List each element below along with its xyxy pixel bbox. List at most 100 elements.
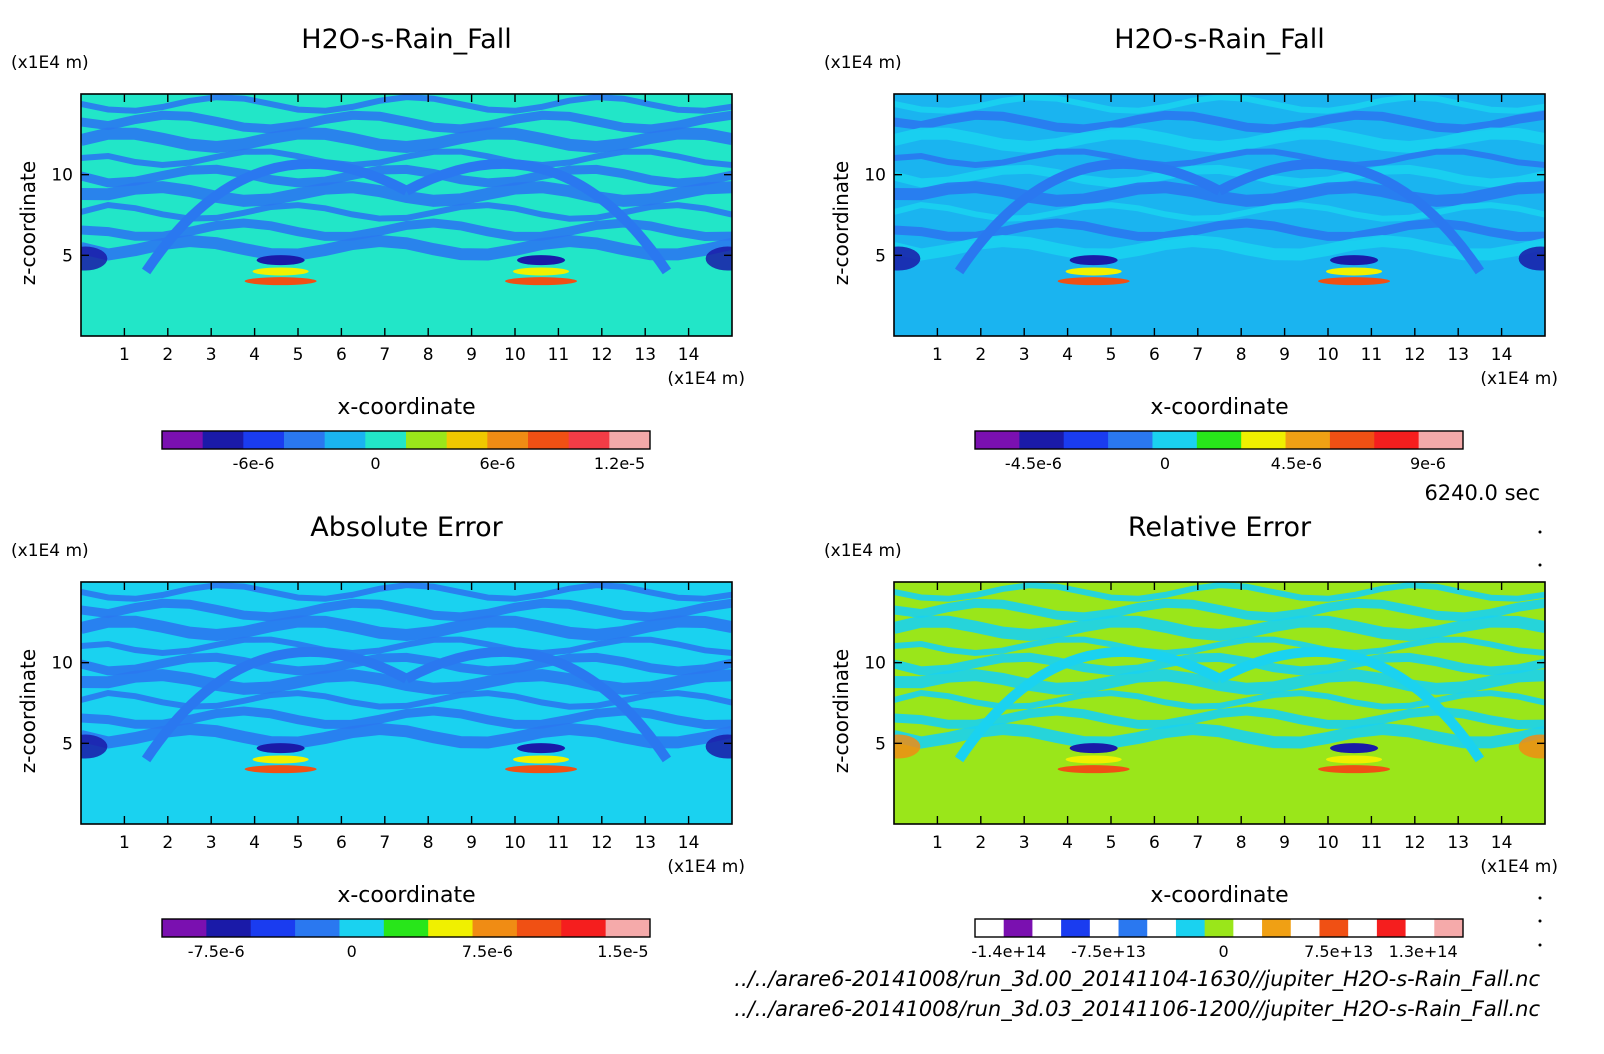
x-tick-label: 10 [1317,345,1339,365]
colorbar-swatch [1147,919,1177,937]
x-tick-label: 2 [975,345,986,365]
y-unit-label: (x1E4 m) [11,541,89,561]
x-tick-label: 9 [466,833,477,853]
x-tick-label: 13 [1447,345,1469,365]
contour-field [894,94,1545,336]
x-axis-label: x-coordinate [1150,883,1288,908]
x-tick-label: 14 [678,345,700,365]
x-tick-label: 8 [1236,345,1247,365]
colorbar-swatch [1108,431,1153,449]
file-path-1: ../../arare6-20141008/run_3d.00_20141104… [734,967,1540,992]
plot-frame [80,581,733,825]
x-tick-label: 10 [504,345,526,365]
colorbar-label: 7.5e-6 [462,942,513,961]
y-tick-label: 5 [62,246,73,266]
panel-4: Relative Error(x1E4 m)1 2 3 4 5 6 7 8 9 10 11 12 13 1… [824,512,1558,961]
colorbar-swatch [528,431,570,449]
plot-frame [893,93,1546,337]
x-tick-label: 12 [591,833,613,853]
x-tick-label: 11 [548,833,570,853]
contour-field [894,582,1545,824]
colorbar-swatch [162,919,207,937]
contour-field [81,94,732,336]
panel-title: Relative Error [1128,512,1312,543]
colorbar-swatch [1063,431,1109,449]
colorbar-swatch [561,919,607,937]
x-tick-label: 5 [1106,833,1117,853]
colorbar-label: 4.5e-6 [1271,454,1322,473]
x-tick-label: 1 [119,345,130,365]
colorbar-swatch [1405,919,1435,937]
x-tick-label: 6 [1149,345,1160,365]
x-tick-label: 9 [1279,345,1290,365]
panel-title: H2O-s-Rain_Fall [1114,24,1324,55]
x-axis-label: x-coordinate [337,395,475,420]
colorbar-swatch [1329,431,1375,449]
colorbar-swatch [1290,919,1320,937]
x-tick-label: 10 [1317,833,1339,853]
panel-2: H2O-s-Rain_Fall(x1E4 m)1 2 3 4 5 6 7 8 9 10 11 12 13… [824,24,1558,473]
x-tick-label: 14 [1491,833,1513,853]
x-tick-label: 2 [975,833,986,853]
y-unit-label: (x1E4 m) [824,541,902,561]
y-tick-label: 5 [875,734,886,754]
y-tick-label: 10 [51,654,73,674]
x-tick-label: 3 [1019,345,1030,365]
x-axis-label: x-coordinate [337,883,475,908]
colorbar-label: 6e-6 [480,454,516,473]
x-tick-label: 10 [504,833,526,853]
x-tick-label: 3 [1019,833,1030,853]
colorbar-label: -7.5e+13 [1071,942,1146,961]
y-unit-label: (x1E4 m) [824,53,902,73]
colorbar-swatch [1019,431,1065,449]
x-tick-label: 7 [379,345,390,365]
colorbar-swatch [1175,919,1206,937]
colorbar-swatch [1241,431,1287,449]
colorbar-label: 0 [1160,454,1170,473]
colorbar-swatch [568,431,610,449]
colorbar-label: 0 [347,942,357,961]
colorbar-swatch [1118,919,1148,937]
x-unit-label: (x1E4 m) [667,857,745,877]
x-tick-label: 3 [206,833,217,853]
x-tick-label: 11 [1361,833,1383,853]
y-axis-label: z-coordinate [829,161,853,285]
colorbar-swatch [1348,919,1378,937]
colorbar-swatch [406,431,448,449]
x-tick-label: 1 [932,345,943,365]
x-tick-label: 8 [1236,833,1247,853]
colorbar-swatch [243,431,285,449]
y-tick-label: 5 [62,734,73,754]
colorbar-swatch [250,919,296,937]
x-tick-label: 6 [1149,833,1160,853]
colorbar-swatch [324,431,366,449]
x-tick-label: 8 [423,833,434,853]
colorbar-frame [161,430,651,450]
stray-dots [1538,530,1542,947]
x-tick-label: 7 [1192,833,1203,853]
colorbar-swatch [202,431,244,449]
y-unit-label: (x1E4 m) [11,53,89,73]
x-tick-label: 2 [162,345,173,365]
file-path-2: ../../arare6-20141008/run_3d.03_20141106… [734,997,1540,1022]
time-label: 6240.0 sec [1424,481,1540,505]
colorbar-swatch [1196,431,1242,449]
x-tick-label: 11 [548,345,570,365]
panel-title: Absolute Error [310,512,503,543]
plot-frame [80,93,733,337]
colorbar-swatch [1374,431,1420,449]
colorbar-swatch [284,431,326,449]
colorbar-swatch [1003,919,1033,937]
x-tick-label: 9 [466,345,477,365]
colorbar-swatch [975,431,1020,449]
colorbar-swatch [1061,919,1091,937]
x-tick-label: 6 [336,833,347,853]
colorbar-swatch [383,919,429,937]
colorbar-swatch [1418,431,1464,449]
colorbar-frame [974,918,1464,938]
y-tick-label: 10 [864,166,886,186]
x-tick-label: 12 [1404,833,1426,853]
panel-1: H2O-s-Rain_Fall(x1E4 m)1 2 3 4 5 6 7 8 9 10 11 12 13… [11,24,745,473]
x-tick-label: 4 [1062,833,1073,853]
